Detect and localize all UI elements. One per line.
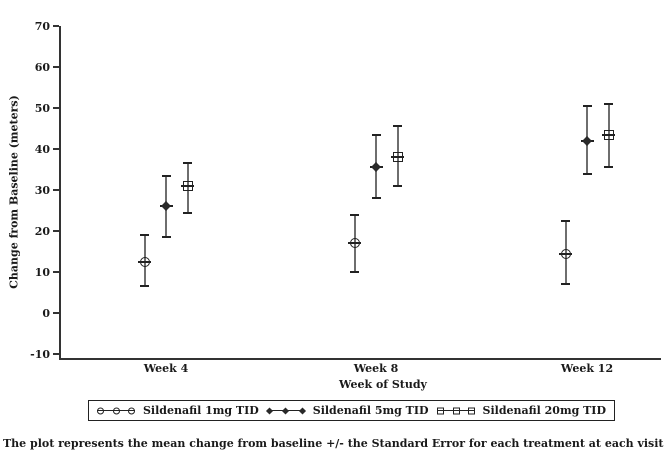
error-bar-cap-top: [140, 234, 149, 237]
mean-tick: [602, 133, 615, 136]
y-tick: [53, 353, 59, 355]
circle-marker-icon: [127, 407, 135, 414]
error-bar-cap-top: [561, 219, 570, 222]
x-tick-label: Week 8: [353, 362, 399, 375]
legend-label-20mg: Sildenafil 20mg TID: [482, 404, 606, 417]
circle-marker-icon: [139, 256, 150, 267]
legend-line: [436, 409, 475, 411]
x-axis-line: [59, 358, 661, 360]
y-tick: [53, 230, 59, 232]
error-bar-cap-top: [350, 213, 359, 216]
mean-tick: [181, 184, 194, 187]
error-bar: [186, 163, 189, 213]
y-tick: [53, 189, 59, 191]
figure-caption: The plot represents the mean change from…: [3, 437, 665, 450]
x-tick-label: Week 12: [560, 362, 614, 375]
x-tick-label: Week 4: [143, 362, 189, 375]
legend-entry-5mg: Sildenafil 5mg TID: [265, 404, 429, 417]
circle-marker-icon: [96, 407, 104, 414]
error-bar-cap-top: [604, 102, 613, 105]
error-bar-cap-bottom: [582, 172, 592, 175]
error-bar-cap-bottom: [561, 283, 570, 286]
square-marker-icon: [603, 129, 614, 140]
square-marker-icon: [467, 407, 475, 414]
y-tick: [53, 312, 59, 314]
diamond-marker-icon: [371, 162, 381, 173]
error-bar-cap-bottom: [604, 166, 613, 169]
error-bar-cap-bottom: [161, 236, 171, 239]
legend-label-1mg: Sildenafil 1mg TID: [142, 404, 259, 417]
y-tick: [53, 271, 59, 273]
legend-entry-20mg: Sildenafil 20mg TID: [436, 404, 606, 417]
circle-marker-icon: [560, 248, 571, 259]
legend-square-symbol-icon: [436, 406, 475, 415]
y-tick: [53, 25, 59, 27]
circle-marker-icon: [349, 238, 360, 249]
y-tick: [53, 107, 59, 109]
circle-marker-icon: [112, 407, 120, 414]
legend-label-5mg: Sildenafil 5mg TID: [312, 404, 429, 417]
x-axis-title: Week of Study: [339, 378, 427, 391]
square-marker-icon: [182, 180, 193, 191]
diamond-marker-icon: [582, 135, 592, 146]
error-bar-cap-top: [183, 162, 192, 165]
y-tick-label: 70: [34, 19, 50, 33]
legend-entry-1mg: Sildenafil 1mg TID: [96, 404, 259, 417]
diamond-marker-icon: [281, 406, 289, 415]
error-bar-cap-top: [393, 125, 402, 128]
error-bar: [396, 126, 399, 186]
y-axis-line: [59, 26, 61, 359]
error-bar-cap-bottom: [140, 285, 149, 288]
square-marker-icon: [436, 407, 444, 414]
error-bar-cap-top: [161, 174, 171, 177]
legend-diamond-symbol-icon: [265, 406, 306, 415]
y-tick-label: 50: [34, 101, 50, 115]
error-bar-cap-top: [371, 133, 381, 136]
diamond-marker-icon: [265, 406, 273, 415]
error-bar-cap-top: [582, 104, 592, 107]
error-bar-cap-bottom: [183, 211, 192, 214]
y-tick-label: 30: [34, 183, 50, 197]
y-tick-label: 60: [34, 60, 50, 74]
y-tick-label: 20: [34, 224, 50, 238]
diamond-marker-icon: [298, 406, 306, 415]
square-marker-icon: [452, 407, 460, 414]
legend-circle-symbol-icon: [96, 406, 135, 415]
error-bar-cap-bottom: [393, 184, 402, 187]
y-tick-label: -10: [30, 347, 50, 361]
square-marker-icon: [392, 152, 403, 163]
y-tick-label: 10: [34, 265, 50, 279]
error-bar-cap-bottom: [371, 197, 381, 200]
error-bar: [607, 103, 610, 168]
y-tick: [53, 66, 59, 68]
y-tick: [53, 148, 59, 150]
legend: Sildenafil 1mg TID Sildenafil 5mg TID Si…: [88, 400, 615, 421]
mean-tick: [391, 156, 404, 159]
error-bar-cap-bottom: [350, 271, 359, 273]
diamond-marker-icon: [161, 201, 171, 212]
y-tick-label: 0: [42, 306, 50, 320]
y-tick-label: 40: [34, 142, 50, 156]
